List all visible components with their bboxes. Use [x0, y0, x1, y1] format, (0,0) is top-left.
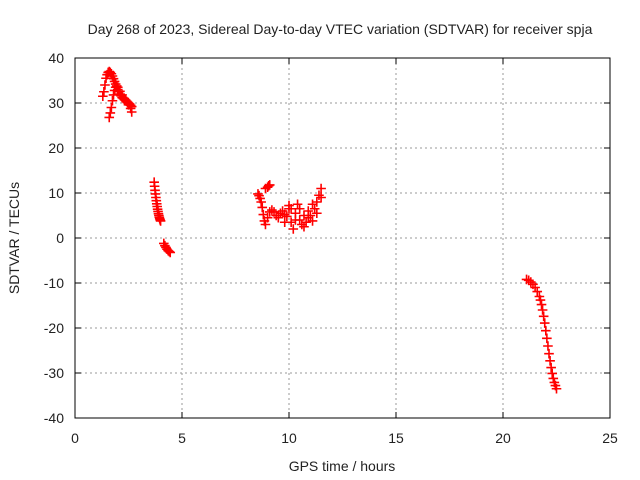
data-point [537, 305, 548, 315]
data-point [536, 299, 547, 310]
data-point [539, 318, 550, 328]
data-point [312, 208, 322, 219]
data-point [255, 193, 265, 204]
data-point [257, 202, 268, 213]
x-tick-label: 20 [495, 430, 511, 446]
data-point [290, 215, 301, 225]
data-point [538, 311, 549, 322]
y-tick-label: 0 [56, 230, 64, 246]
data-point [546, 362, 556, 373]
x-tick-label: 15 [388, 430, 404, 446]
x-tick-label: 10 [281, 430, 297, 446]
data-point [535, 295, 546, 305]
data-point [100, 80, 110, 90]
data-point [106, 102, 117, 113]
y-tick-label: -10 [44, 275, 64, 291]
data-point [263, 181, 274, 191]
y-tick-label: -40 [44, 410, 64, 426]
data-point [316, 192, 326, 203]
data-point [101, 73, 111, 84]
data-point [543, 341, 553, 351]
data-point [105, 108, 116, 118]
data-point [551, 383, 562, 394]
data-point [155, 216, 166, 226]
data-point [534, 291, 545, 302]
data-point [165, 247, 176, 258]
data-point [99, 86, 109, 97]
data-point [288, 224, 299, 234]
data-point [262, 212, 273, 223]
chart-title: Day 268 of 2023, Sidereal Day-to-day VTE… [88, 21, 593, 37]
data-point [541, 325, 551, 336]
data-point [126, 107, 137, 117]
data-point [282, 211, 292, 222]
data-point [260, 219, 271, 230]
y-tick-label: 40 [48, 50, 64, 66]
data-point [273, 210, 284, 221]
data-point [104, 112, 115, 123]
x-tick-label: 25 [602, 430, 618, 446]
data-point [286, 203, 296, 214]
data-point [299, 221, 309, 232]
data-points-layer [98, 66, 562, 394]
data-point [279, 217, 290, 228]
data-point [545, 356, 555, 366]
data-point [164, 246, 174, 257]
grid-layer [75, 58, 610, 418]
data-point [108, 90, 119, 100]
tick-layer: 0 5 10 15 20 25 -40 -30 -20 -10 0 10 20 30 40 [44, 50, 618, 446]
data-point [532, 286, 543, 297]
data-point [542, 333, 552, 344]
y-tick-label: -30 [44, 365, 64, 381]
data-point [548, 373, 559, 384]
data-point [111, 81, 122, 91]
y-tick-label: 20 [48, 140, 64, 156]
data-point [256, 197, 266, 207]
y-tick-label: 30 [48, 95, 64, 111]
x-axis-label: GPS time / hours [289, 458, 396, 474]
x-tick-label: 0 [71, 430, 79, 446]
data-point [294, 203, 305, 214]
data-point [316, 183, 326, 194]
x-tick-label: 5 [178, 430, 186, 446]
data-point [547, 368, 558, 379]
data-point [107, 95, 118, 106]
data-point [544, 348, 554, 359]
y-axis-label: SDTVAR / TECUs [6, 182, 22, 294]
data-point [98, 91, 108, 102]
data-point [312, 197, 322, 207]
data-point [125, 103, 136, 114]
data-point [264, 180, 275, 190]
y-tick-label: 10 [48, 185, 64, 201]
data-point [307, 216, 318, 226]
y-tick-label: -20 [44, 320, 64, 336]
